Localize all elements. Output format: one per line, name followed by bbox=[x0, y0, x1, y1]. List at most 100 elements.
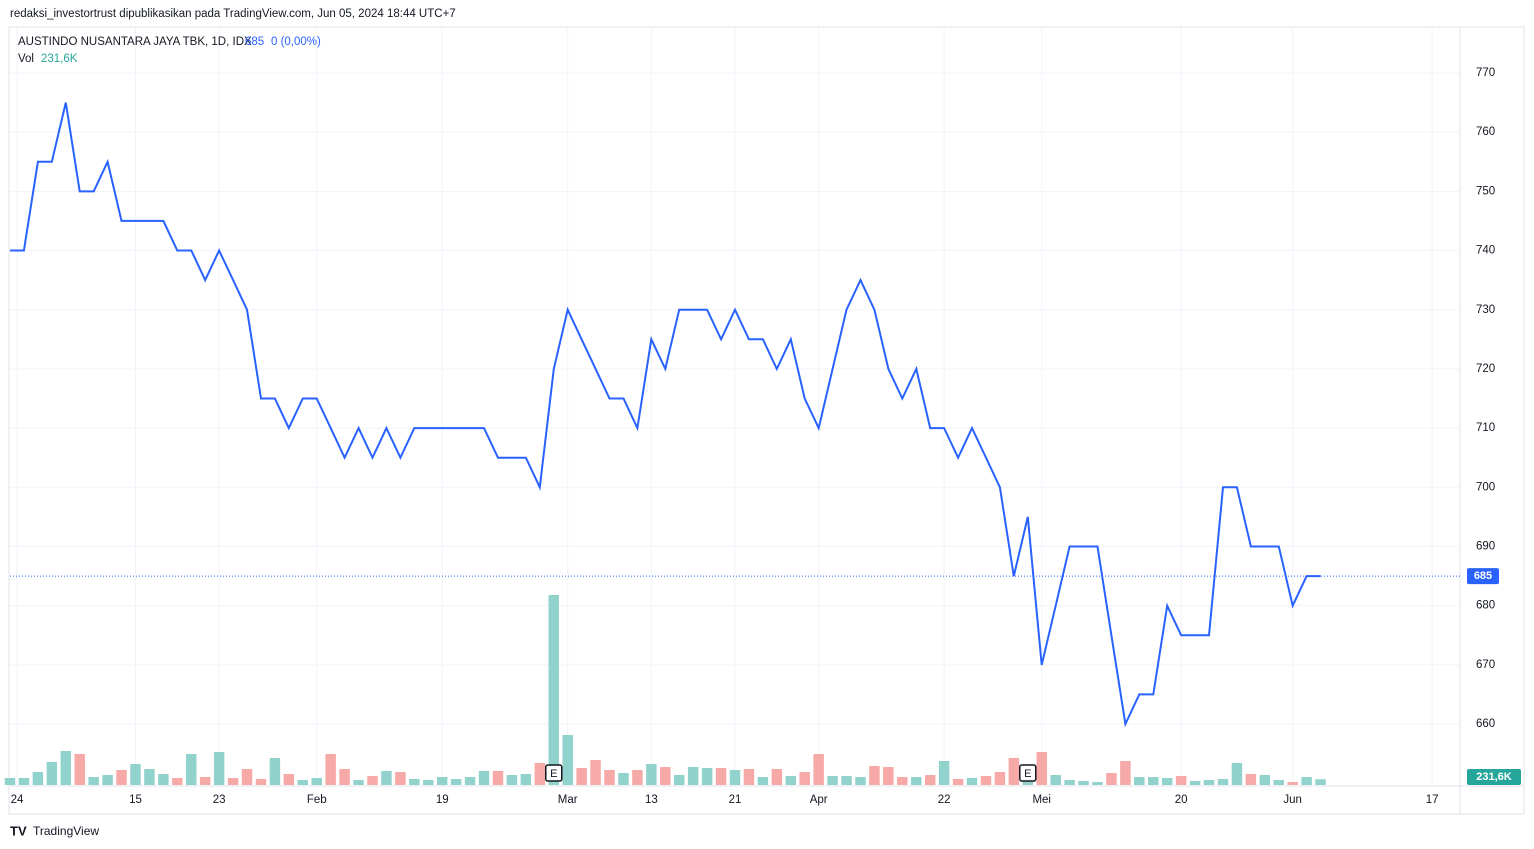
volume-bar bbox=[576, 768, 587, 785]
volume-bar bbox=[729, 770, 741, 785]
legend-vol: Vol bbox=[18, 53, 34, 65]
x-tick-label: 19 bbox=[436, 794, 449, 806]
x-tick-label: Mei bbox=[1032, 794, 1051, 806]
volume-bar bbox=[1134, 777, 1145, 785]
volume-bar bbox=[492, 771, 504, 785]
volume-bar bbox=[757, 777, 769, 785]
volume-bar bbox=[130, 764, 141, 785]
volume-bar bbox=[32, 772, 44, 785]
volume-bar bbox=[562, 735, 573, 785]
x-tick-label: 22 bbox=[938, 794, 951, 806]
volume-bar bbox=[1148, 777, 1159, 785]
volume-bar bbox=[395, 772, 406, 785]
volume-bar bbox=[618, 773, 629, 785]
volume-bar bbox=[952, 779, 964, 785]
volume-bar bbox=[701, 768, 713, 785]
volume-bar bbox=[478, 771, 490, 785]
volume-bar bbox=[1231, 763, 1243, 785]
volume-bar bbox=[464, 777, 476, 785]
volume-bar bbox=[506, 775, 518, 785]
legend-vol-value: 231,6K bbox=[41, 53, 78, 65]
volume-bar bbox=[325, 754, 336, 785]
volume-bar bbox=[1189, 781, 1201, 785]
x-tick-label: 15 bbox=[129, 794, 142, 806]
volume-bar bbox=[980, 776, 992, 785]
y-tick-label: 770 bbox=[1476, 67, 1495, 79]
volume-bar bbox=[450, 779, 462, 785]
volume-bar bbox=[74, 754, 85, 785]
header: redaksi_investortrust dipublikasikan pad… bbox=[10, 8, 456, 20]
volume-bar bbox=[1106, 773, 1117, 785]
volume-bar bbox=[1120, 761, 1131, 785]
volume-bar bbox=[1078, 781, 1089, 785]
volume-bar bbox=[116, 770, 127, 785]
volume-bar bbox=[911, 777, 922, 785]
y-tick-label: 710 bbox=[1476, 422, 1495, 434]
volume-bar bbox=[172, 778, 183, 785]
volume-bar bbox=[381, 771, 392, 785]
y-tick-label: 680 bbox=[1476, 600, 1495, 612]
price-line bbox=[10, 102, 1321, 728]
volume-bar bbox=[339, 769, 350, 785]
y-tick-label: 660 bbox=[1476, 718, 1495, 730]
volume-bar bbox=[1287, 782, 1298, 785]
volume-bar bbox=[938, 761, 950, 785]
volume-bar bbox=[994, 772, 1006, 785]
volume-bar bbox=[632, 770, 643, 785]
volume-bar bbox=[1008, 758, 1020, 785]
volume-bar bbox=[771, 769, 783, 785]
volume-bar bbox=[785, 776, 796, 785]
volume-bar bbox=[1273, 780, 1284, 785]
y-tick-label: 690 bbox=[1476, 541, 1495, 553]
y-tick-label: 760 bbox=[1476, 126, 1495, 138]
volume-tag-label: 231,6K bbox=[1476, 771, 1512, 783]
volume-bar bbox=[158, 774, 169, 785]
volume-bar bbox=[144, 769, 155, 785]
volume-tag bbox=[1467, 769, 1521, 785]
y-tick-label: 720 bbox=[1476, 363, 1495, 375]
frame bbox=[8, 26, 1525, 815]
y-tick-label: 670 bbox=[1476, 659, 1495, 671]
event-marker bbox=[1019, 764, 1037, 782]
volume-bar bbox=[409, 779, 420, 785]
volume-bar bbox=[604, 770, 615, 785]
volume-bar bbox=[660, 767, 671, 785]
x-tick-label: 24 bbox=[11, 794, 24, 806]
volume-bar bbox=[436, 777, 448, 785]
volume-bar bbox=[1315, 779, 1326, 785]
volume-bar bbox=[4, 778, 16, 785]
volume-bar bbox=[353, 780, 364, 785]
volume-bar bbox=[269, 758, 281, 785]
x-tick-label: 23 bbox=[213, 794, 226, 806]
legend-last: 685 bbox=[245, 36, 264, 48]
footer: TradingView bbox=[33, 824, 99, 838]
y-tick-label: 740 bbox=[1476, 245, 1495, 257]
volume-bar bbox=[213, 752, 225, 785]
event-label: E bbox=[550, 768, 557, 780]
volume-bar bbox=[1245, 774, 1257, 785]
x-tick-label: Apr bbox=[810, 794, 828, 806]
volume-bar bbox=[674, 775, 685, 785]
volume-bar bbox=[520, 774, 532, 785]
volume-bar bbox=[1301, 777, 1312, 785]
event-label: E bbox=[1024, 768, 1031, 780]
volume-bar bbox=[1217, 779, 1229, 785]
volume-bar bbox=[1175, 776, 1187, 785]
volume-bar bbox=[743, 769, 755, 785]
volume-bar bbox=[199, 777, 211, 785]
volume-bar bbox=[255, 779, 267, 785]
y-tick-label: 730 bbox=[1476, 304, 1495, 316]
last-price-tag bbox=[1467, 568, 1499, 585]
volume-bar bbox=[311, 778, 322, 785]
volume-bar bbox=[590, 760, 601, 785]
footer-logo: TV bbox=[10, 823, 27, 838]
volume-bar bbox=[60, 751, 71, 785]
volume-bar bbox=[548, 595, 559, 785]
volume-bar bbox=[283, 774, 295, 785]
volume-bar bbox=[869, 766, 880, 785]
volume-bar bbox=[1064, 780, 1075, 785]
volume-bar bbox=[1161, 778, 1173, 785]
volume-bar bbox=[883, 767, 894, 785]
y-tick-label: 700 bbox=[1476, 481, 1495, 493]
volume-bar bbox=[18, 778, 30, 785]
